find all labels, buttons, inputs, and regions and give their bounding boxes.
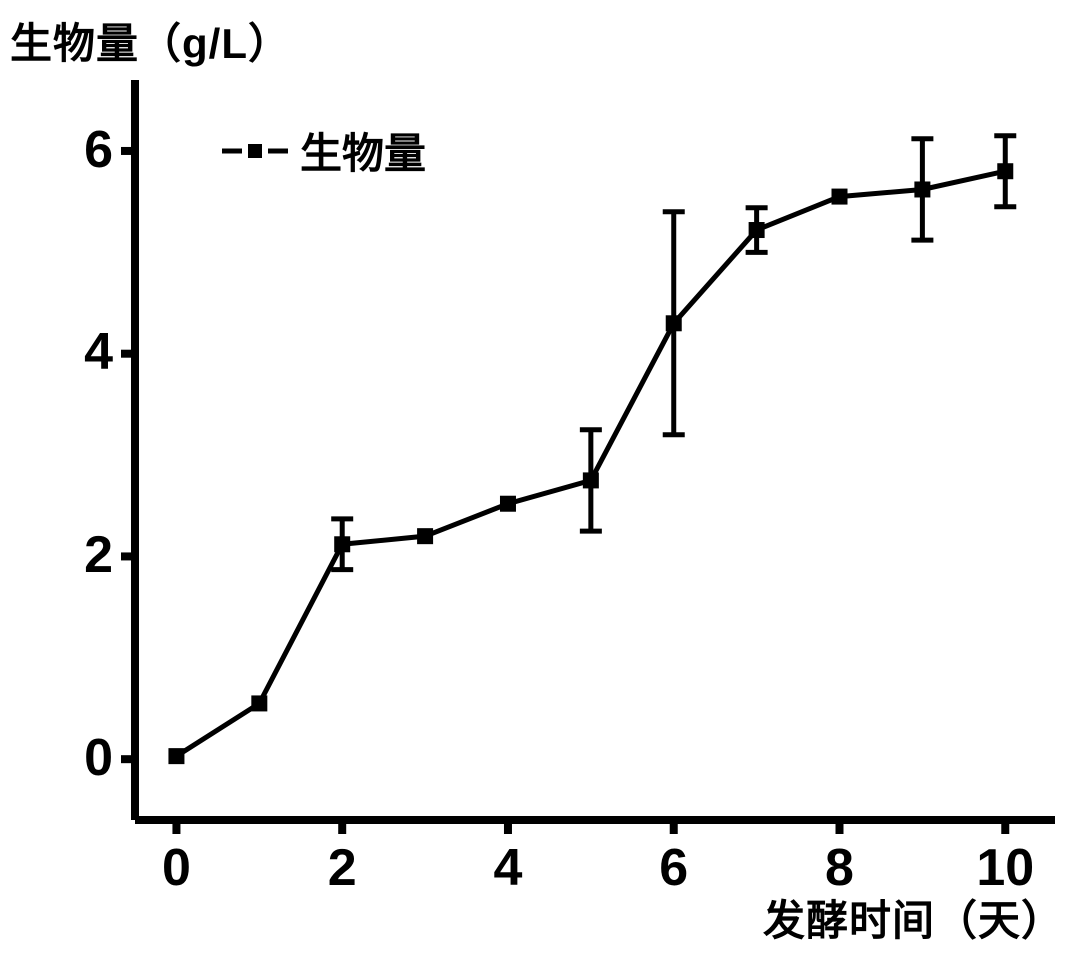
chart-container: 生物量（g/L） 生物量 0246 0246810 发酵时间（天）: [0, 0, 1079, 958]
data-marker: [914, 181, 930, 197]
data-marker: [997, 163, 1013, 179]
legend: 生物量: [220, 120, 426, 181]
data-marker: [666, 315, 682, 331]
legend-marker-line: [220, 139, 290, 163]
x-tick-label: 0: [146, 838, 206, 898]
data-marker: [417, 528, 433, 544]
x-tick-label: 4: [478, 838, 538, 898]
x-axis-title: 发酵时间（天）: [763, 887, 1064, 948]
y-tick-label: 6: [53, 120, 113, 180]
legend-label: 生物量: [300, 120, 426, 181]
chart-svg: [0, 0, 1079, 958]
data-marker: [832, 189, 848, 205]
data-marker: [251, 695, 267, 711]
y-tick-label: 2: [53, 525, 113, 585]
y-tick-label: 4: [53, 322, 113, 382]
data-marker: [334, 536, 350, 552]
y-tick-label: 0: [53, 728, 113, 788]
legend-swatch: [220, 139, 290, 163]
data-marker: [168, 748, 184, 764]
data-marker: [500, 496, 516, 512]
data-marker: [749, 222, 765, 238]
x-tick-label: 2: [312, 838, 372, 898]
data-marker: [583, 472, 599, 488]
x-tick-label: 6: [644, 838, 704, 898]
